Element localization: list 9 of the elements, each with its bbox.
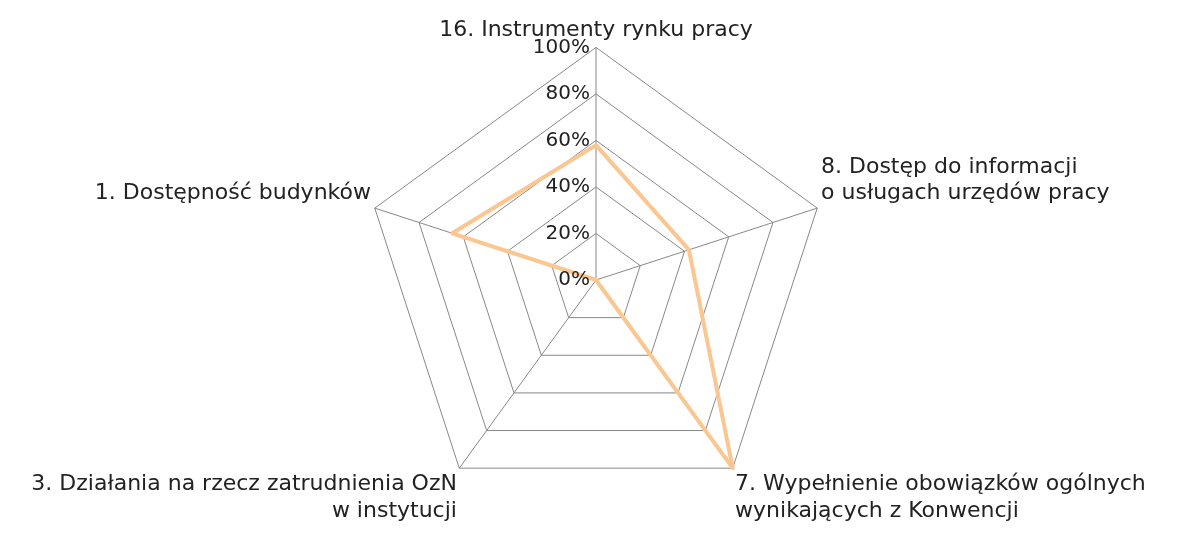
- y-tick-label: 0%: [558, 266, 590, 291]
- y-tick-label: 60%: [545, 126, 590, 151]
- spoke-label: 3. Działania na rzecz zatrudnienia OzN w instytucji: [31, 470, 457, 522]
- y-tick-label: 20%: [545, 219, 590, 244]
- y-tick-label: 80%: [545, 80, 590, 105]
- spoke-label: 8. Dostęp do informacji o usługach urzędów pracy: [821, 153, 1110, 205]
- spoke-label: 1. Dostępność budynków: [94, 179, 371, 205]
- y-tick-label: 40%: [545, 173, 590, 198]
- spoke-label: 7. Wypełnienie obowiązków ogólnych wynikających z Konwencji: [735, 470, 1146, 522]
